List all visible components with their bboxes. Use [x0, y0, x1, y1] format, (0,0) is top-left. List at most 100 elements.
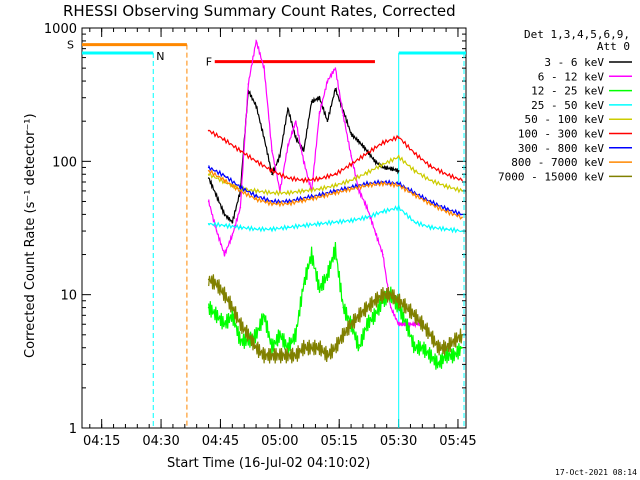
data-point — [207, 306, 210, 309]
data-point — [366, 206, 368, 209]
data-point — [318, 112, 321, 114]
data-point — [429, 200, 432, 203]
legend-entry-label: 800 - 7000 keV — [511, 156, 604, 169]
data-point — [389, 306, 392, 309]
x-tick-label: 05:30 — [380, 434, 417, 449]
data-point — [350, 163, 352, 166]
data-point — [334, 346, 337, 349]
data-point — [231, 306, 234, 309]
data-point — [334, 184, 337, 187]
data-point — [223, 179, 226, 182]
data-point — [239, 340, 242, 342]
data-point — [445, 354, 448, 357]
data-point — [429, 165, 432, 167]
data-point — [326, 120, 329, 122]
data-point — [318, 177, 321, 180]
chart-annotations: S N F — [67, 39, 466, 428]
series-line — [208, 86, 400, 224]
data-point — [231, 221, 234, 223]
x-tick-label: 04:45 — [202, 434, 239, 449]
data-point — [318, 346, 321, 349]
data-point — [302, 149, 305, 152]
chart-title: RHESSI Observing Summary Count Rates, Co… — [63, 2, 456, 20]
data-point — [358, 190, 360, 192]
data-point — [445, 210, 448, 213]
data-point — [318, 194, 321, 196]
data-point — [366, 149, 368, 152]
data-point — [461, 346, 463, 349]
data-point — [223, 253, 226, 256]
data-point — [318, 96, 321, 99]
data-point — [397, 184, 400, 187]
data-point — [207, 223, 210, 225]
series-line — [208, 203, 463, 234]
data-point — [413, 314, 416, 317]
data-point — [397, 206, 400, 209]
flare-label: F — [206, 56, 212, 69]
data-point — [271, 228, 273, 230]
data-point — [374, 230, 376, 232]
series-line — [208, 129, 463, 184]
data-point — [461, 334, 463, 336]
data-point — [318, 196, 321, 198]
data-point — [374, 160, 376, 163]
data-point — [318, 288, 321, 290]
data-point — [279, 155, 281, 157]
y-tick-label: 100 — [52, 155, 77, 170]
data-point — [223, 293, 226, 296]
data-point — [334, 67, 337, 69]
data-point — [350, 219, 352, 222]
data-point — [247, 83, 250, 85]
data-point — [413, 221, 416, 223]
data-point — [342, 306, 345, 309]
data-point — [302, 224, 305, 227]
data-point — [382, 163, 384, 166]
plot-frame — [81, 27, 467, 429]
data-point — [405, 306, 408, 309]
saa-label: S — [67, 39, 74, 52]
x-tick-label: 05:00 — [261, 434, 298, 449]
data-point — [366, 216, 368, 219]
x-tick-label: 05:45 — [439, 434, 476, 449]
night-label: N — [156, 50, 164, 63]
data-point — [334, 173, 337, 176]
plot-axes: 1 10 100 1000 04:15 04:30 04:45 05:00 05:15 05:30… — [44, 22, 477, 449]
legend-entry-label: 100 - 300 keV — [518, 128, 604, 141]
data-point — [271, 169, 273, 172]
data-point — [302, 190, 305, 192]
data-point — [263, 137, 265, 139]
data-point — [223, 224, 226, 227]
data-point — [334, 221, 337, 223]
data-point — [302, 199, 305, 202]
data-point — [239, 149, 242, 152]
data-point — [397, 156, 400, 158]
data-point — [397, 323, 400, 326]
x-tick-label: 04:30 — [142, 434, 179, 449]
data-point — [207, 169, 210, 172]
data-point — [405, 323, 408, 326]
data-point — [445, 173, 448, 176]
data-point — [310, 253, 313, 256]
data-point — [287, 203, 289, 205]
data-point — [326, 354, 329, 357]
series-line — [208, 169, 463, 220]
data-point — [287, 354, 289, 357]
x-tick-label: 04:15 — [83, 434, 120, 449]
data-point — [437, 363, 440, 366]
data-point — [263, 314, 265, 317]
data-point — [207, 200, 210, 203]
data-point — [389, 167, 392, 170]
footer-timestamp: 17-Oct-2021 08:14 — [555, 468, 637, 477]
data-point — [263, 67, 265, 69]
data-point — [255, 105, 257, 107]
data-point — [334, 248, 337, 250]
data-point — [302, 283, 305, 285]
legend-entry-label: 12 - 25 keV — [531, 85, 604, 98]
data-point — [429, 334, 432, 336]
data-point — [453, 354, 455, 357]
data-point — [350, 133, 352, 135]
data-point — [231, 234, 234, 236]
legend-entry-label: 50 - 100 keV — [525, 113, 605, 126]
data-point — [207, 173, 210, 176]
